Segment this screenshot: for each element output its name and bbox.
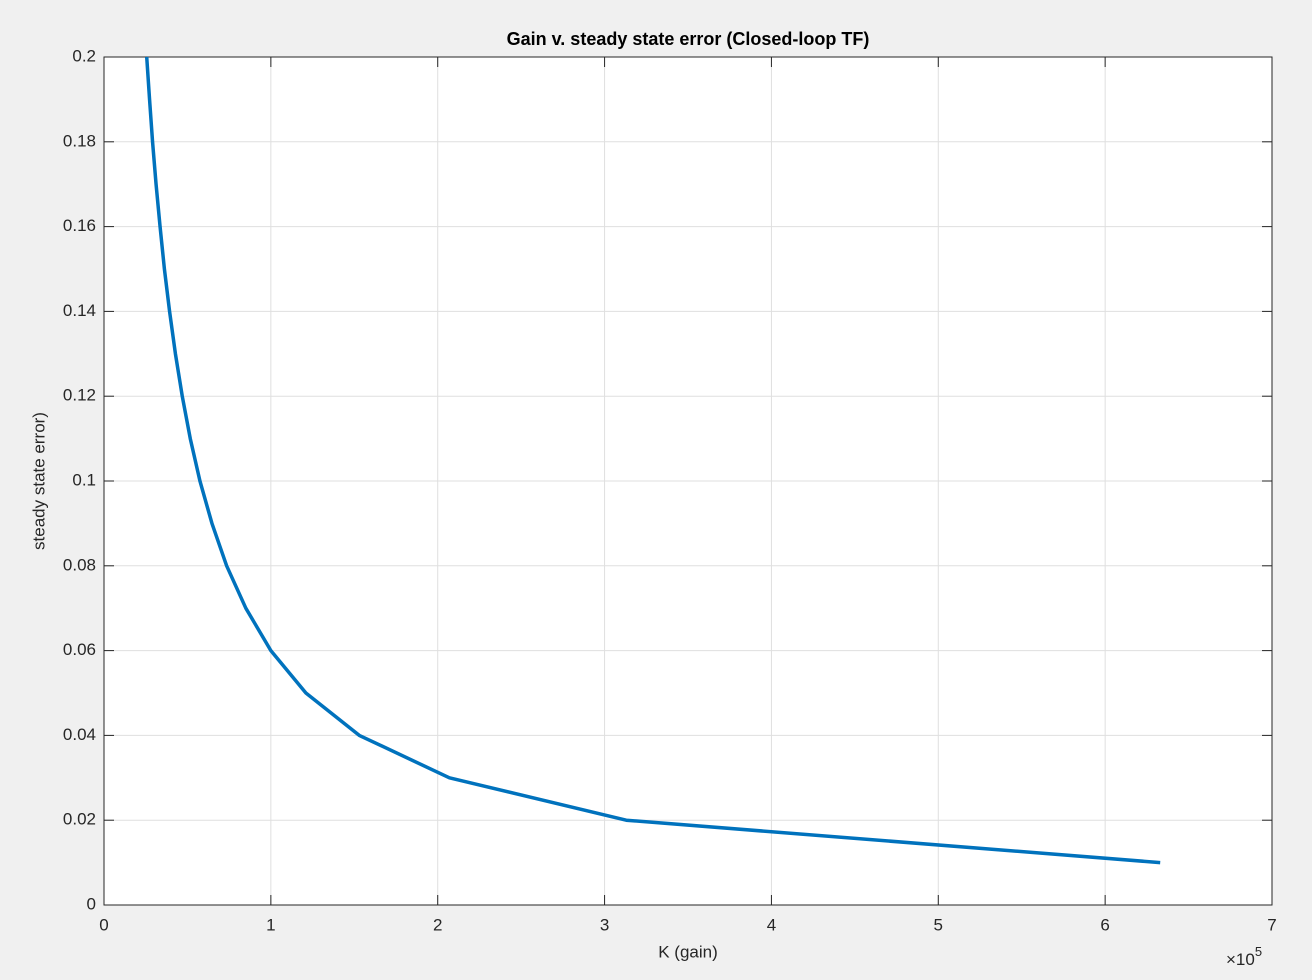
x-tick-label: 3 — [600, 915, 609, 934]
x-tick-label: 1 — [266, 915, 275, 934]
y-tick-label: 0.18 — [63, 131, 96, 150]
x-multiplier-exponent: 5 — [1255, 944, 1262, 959]
x-multiplier: ×105 — [1226, 944, 1262, 969]
y-tick-label: 0.12 — [63, 386, 96, 405]
x-tick-label: 7 — [1267, 915, 1276, 934]
axes-box — [103, 56, 1273, 906]
y-tick-label: 0.1 — [72, 470, 96, 489]
x-tick-label: 2 — [433, 915, 442, 934]
y-tick-label: 0.14 — [63, 301, 96, 320]
x-tick-label: 5 — [934, 915, 943, 934]
x-axis-label: K (gain) — [658, 942, 718, 961]
y-tick-label: 0.08 — [63, 555, 96, 574]
y-tick-label: 0.06 — [63, 640, 96, 659]
y-tick-label: 0.02 — [63, 810, 96, 829]
x-tick-label: 0 — [99, 915, 108, 934]
data-line — [144, 56, 1161, 865]
y-tick-label: 0.04 — [63, 725, 96, 744]
y-tick-label: 0.16 — [63, 216, 96, 235]
y-tick-label: 0 — [87, 894, 96, 913]
x-multiplier-base: ×10 — [1226, 950, 1255, 969]
y-tick-label: 0.2 — [72, 46, 96, 65]
x-tick-label: 6 — [1100, 915, 1109, 934]
y-axis-label: steady state error) — [29, 412, 48, 550]
x-tick-label: 4 — [767, 915, 776, 934]
chart-title: Gain v. steady state error (Closed-loop … — [507, 29, 870, 49]
